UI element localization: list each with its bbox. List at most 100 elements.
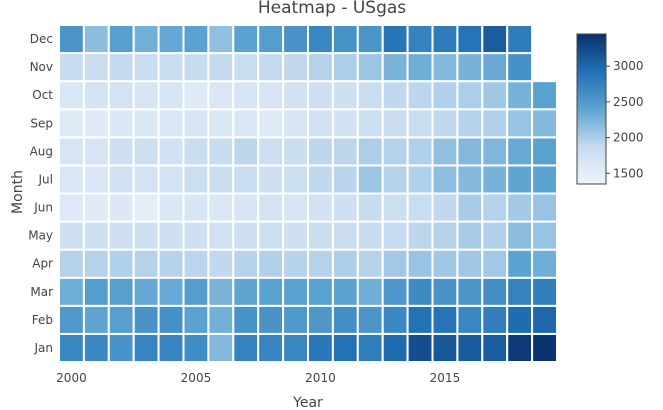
heatmap-cell-oct-2018 [506, 80, 534, 111]
y-tick-label-nov: Nov [30, 60, 53, 74]
heatmap-cell-aug-2011 [331, 136, 359, 167]
heatmap-cell-feb-2000 [58, 304, 85, 335]
heatmap-cell-nov-2003 [132, 52, 160, 83]
heatmap-cell-oct-2009 [282, 80, 310, 111]
heatmap-cell-may-2000 [58, 220, 85, 251]
heatmap-cell-dec-2000 [58, 24, 85, 55]
heatmap-cell-apr-2000 [58, 248, 85, 279]
x-tick-label-2010: 2010 [305, 371, 336, 385]
heatmap-cell-aug-2001 [82, 136, 110, 167]
heatmap-cell-jul-2003 [132, 164, 160, 195]
heatmap-cell-jan-2019 [531, 332, 558, 364]
heatmap-cell-sep-2002 [107, 108, 135, 139]
heatmap-cell-oct-2016 [456, 80, 484, 111]
y-tick-label-oct: Oct [32, 88, 53, 102]
heatmap-cell-jun-2019 [531, 192, 558, 223]
heatmap-cell-apr-2012 [356, 248, 384, 279]
heatmap-cell-oct-2005 [182, 80, 210, 111]
heatmap-cell-aug-2010 [307, 136, 334, 167]
heatmap-cell-jan-2012 [356, 332, 384, 364]
heatmap-cell-mar-2017 [481, 276, 509, 307]
heatmap-cell-jul-2012 [356, 164, 384, 195]
heatmap-cell-may-2002 [107, 220, 135, 251]
y-tick-label-sep: Sep [30, 116, 53, 130]
heatmap-cells [58, 24, 558, 364]
heatmap-cell-feb-2003 [132, 304, 160, 335]
heatmap-cell-may-2004 [157, 220, 185, 251]
heatmap-cell-jul-2017 [481, 164, 509, 195]
heatmap-cell-sep-2000 [58, 108, 85, 139]
heatmap-cell-jan-2001 [82, 332, 110, 364]
heatmap-cell-jun-2007 [232, 192, 260, 223]
heatmap-cell-mar-2014 [406, 276, 434, 307]
heatmap-cell-dec-2005 [182, 24, 210, 55]
heatmap-cell-aug-2007 [232, 136, 260, 167]
heatmap-cell-mar-2000 [58, 276, 85, 307]
heatmap-cell-jun-2001 [82, 192, 110, 223]
heatmap-cell-nov-2015 [431, 52, 459, 83]
heatmap-cell-sep-2016 [456, 108, 484, 139]
heatmap-cell-jan-2013 [381, 332, 409, 364]
heatmap-cell-jun-2000 [58, 192, 85, 223]
heatmap-cell-oct-2003 [132, 80, 160, 111]
heatmap-cell-nov-2012 [356, 52, 384, 83]
heatmap-cell-apr-2008 [257, 248, 285, 279]
heatmap-cell-jun-2015 [431, 192, 459, 223]
heatmap-cell-jun-2010 [307, 192, 334, 223]
heatmap-cell-dec-2015 [431, 24, 459, 55]
heatmap-cell-may-2016 [456, 220, 484, 251]
colorbar-tick-label-1500: 1500 [613, 166, 644, 180]
heatmap-cell-jul-2018 [506, 164, 534, 195]
colorbar-tick-label-2000: 2000 [613, 131, 644, 145]
heatmap-cell-sep-2001 [82, 108, 110, 139]
heatmap-cell-sep-2011 [331, 108, 359, 139]
heatmap-cell-feb-2013 [381, 304, 409, 335]
heatmap-cell-jun-2012 [356, 192, 384, 223]
heatmap-cell-feb-2009 [282, 304, 310, 335]
heatmap-cell-sep-2019 [531, 108, 558, 139]
heatmap-cell-jan-2002 [107, 332, 135, 364]
heatmap-cell-jul-2011 [331, 164, 359, 195]
heatmap-cell-jan-2003 [132, 332, 160, 364]
heatmap-cell-jun-2017 [481, 192, 509, 223]
heatmap-cell-jan-2017 [481, 332, 509, 364]
heatmap-cell-jul-2005 [182, 164, 210, 195]
heatmap-cell-feb-2001 [82, 304, 110, 335]
heatmap-cell-may-2012 [356, 220, 384, 251]
heatmap-cell-mar-2003 [132, 276, 160, 307]
heatmap-cell-aug-2014 [406, 136, 434, 167]
heatmap-cell-apr-2004 [157, 248, 185, 279]
heatmap-cell-oct-2008 [257, 80, 285, 111]
heatmap-cell-feb-2004 [157, 304, 185, 335]
heatmap-cell-dec-2004 [157, 24, 185, 55]
heatmap-cell-feb-2015 [431, 304, 459, 335]
heatmap-cell-mar-2007 [232, 276, 260, 307]
heatmap-cell-jul-2000 [58, 164, 85, 195]
heatmap-cell-sep-2008 [257, 108, 285, 139]
heatmap-cell-jan-2014 [406, 332, 434, 364]
heatmap-cell-jun-2014 [406, 192, 434, 223]
x-tick-label-2000: 2000 [56, 371, 87, 385]
heatmap-cell-mar-2013 [381, 276, 409, 307]
heatmap-cell-dec-2016 [456, 24, 484, 55]
heatmap-cell-feb-2011 [331, 304, 359, 335]
chart-title: Heatmap - USgas [258, 0, 406, 18]
y-tick-label-mar: Mar [30, 285, 53, 299]
heatmap-cell-jul-2009 [282, 164, 310, 195]
heatmap-cell-apr-2005 [182, 248, 210, 279]
heatmap-cell-sep-2006 [207, 108, 235, 139]
heatmap-cell-mar-2001 [82, 276, 110, 307]
heatmap-cell-feb-2014 [406, 304, 434, 335]
x-tick-label-2015: 2015 [430, 371, 461, 385]
heatmap-cell-sep-2014 [406, 108, 434, 139]
heatmap-cell-mar-2004 [157, 276, 185, 307]
heatmap-cell-dec-2013 [381, 24, 409, 55]
heatmap-cell-may-2015 [431, 220, 459, 251]
heatmap-cell-mar-2015 [431, 276, 459, 307]
heatmap-cell-dec-2018 [506, 24, 534, 55]
heatmap-cell-jul-2001 [82, 164, 110, 195]
heatmap-cell-feb-2019 [531, 304, 558, 335]
heatmap-cell-mar-2019 [531, 276, 558, 307]
heatmap-cell-jul-2008 [257, 164, 285, 195]
